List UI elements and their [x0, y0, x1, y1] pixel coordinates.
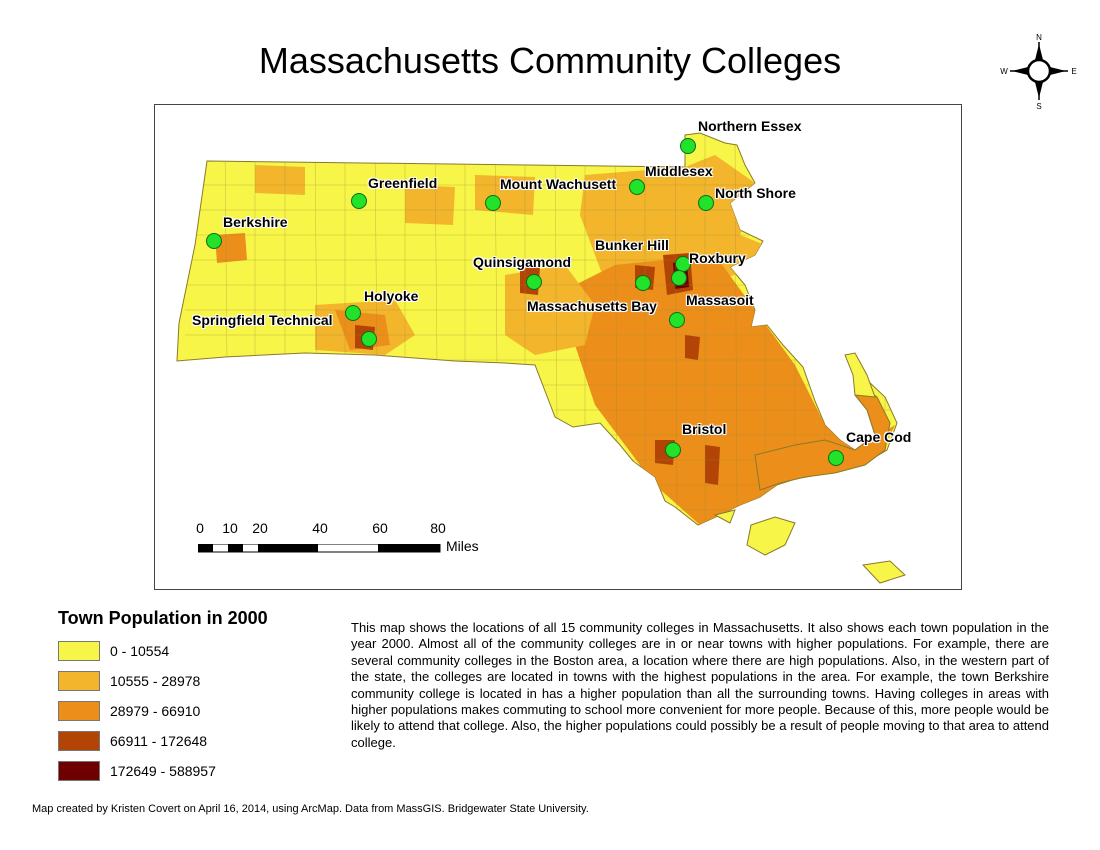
legend-label: 10555 - 28978: [110, 673, 201, 689]
college-label-quinsigamond: Quinsigamond: [473, 254, 571, 270]
college-marker-mount-wachusett[interactable]: [485, 195, 501, 211]
college-marker-berkshire[interactable]: [206, 233, 222, 249]
college-label-middlesex: Middlesex: [645, 163, 713, 179]
college-label-cape-cod: Cape Cod: [846, 429, 912, 445]
scale-tick-60: 60: [372, 520, 388, 536]
scale-unit: Miles: [446, 538, 479, 554]
college-marker-middlesex[interactable]: [629, 179, 645, 195]
legend-item: 10555 - 28978: [58, 669, 338, 699]
legend-swatch: [58, 641, 100, 661]
college-marker-north-shore[interactable]: [698, 195, 714, 211]
legend-item: 28979 - 66910: [58, 699, 338, 729]
legend-item: 172649 - 588957: [58, 759, 338, 789]
college-marker-quinsigamond[interactable]: [526, 274, 542, 290]
legend-title: Town Population in 2000: [58, 608, 268, 628]
scale-bar-graphic: [198, 544, 441, 553]
scale-tick-20: 20: [252, 520, 268, 536]
college-label-springfield-technical: Springfield Technical: [192, 312, 333, 328]
college-label-northern-essex: Northern Essex: [698, 118, 802, 134]
state-map: [176, 132, 906, 584]
west-label: W: [1000, 67, 1008, 76]
scale-tick-10: 10: [222, 520, 238, 536]
college-marker-roxbury[interactable]: [671, 270, 687, 286]
college-label-holyoke: Holyoke: [364, 288, 419, 304]
college-label-massachusetts-bay: Massachusetts Bay: [527, 298, 657, 314]
compass-rose-icon: N S E W: [1000, 32, 1078, 111]
east-label: E: [1071, 67, 1076, 76]
college-label-roxbury: Roxbury: [689, 250, 746, 266]
scale-tick-0: 0: [196, 520, 204, 536]
college-marker-greenfield[interactable]: [351, 193, 367, 209]
college-marker-springfield-technical[interactable]: [361, 331, 377, 347]
scale-bar: 0 10 20 40 60 80 Miles: [190, 520, 490, 560]
map-title: Massachusetts Community Colleges: [258, 40, 842, 81]
college-marker-massachusetts-bay[interactable]: [635, 275, 651, 291]
scale-tick-80: 80: [430, 520, 446, 536]
legend-label: 172649 - 588957: [110, 763, 216, 779]
north-label: N: [1036, 33, 1042, 42]
legend: Town Population in 2000 0 - 10554 10555 …: [58, 608, 338, 789]
legend-item: 66911 - 172648: [58, 729, 338, 759]
college-label-massasoit: Massasoit: [686, 292, 754, 308]
legend-label: 28979 - 66910: [110, 703, 201, 719]
legend-item: 0 - 10554: [58, 639, 338, 669]
college-label-greenfield: Greenfield: [368, 175, 438, 191]
legend-label: 0 - 10554: [110, 643, 170, 659]
legend-label: 66911 - 172648: [110, 733, 208, 749]
legend-swatch: [58, 731, 100, 751]
college-label-mount-wachusett: Mount Wachusett: [500, 176, 617, 192]
college-marker-holyoke[interactable]: [345, 305, 361, 321]
college-label-berkshire: Berkshire: [223, 214, 288, 230]
legend-swatch: [58, 671, 100, 691]
college-marker-cape-cod[interactable]: [828, 450, 844, 466]
college-marker-bristol[interactable]: [665, 442, 681, 458]
legend-swatch: [58, 761, 100, 781]
map-frame[interactable]: Northern Essex Middlesex Mount Wachusett…: [154, 104, 962, 590]
college-label-bristol: Bristol: [682, 421, 727, 437]
south-label: S: [1036, 102, 1041, 110]
scale-tick-40: 40: [312, 520, 328, 536]
college-marker-massasoit[interactable]: [669, 312, 685, 328]
college-label-north-shore: North Shore: [715, 185, 796, 201]
map-description: This map shows the locations of all 15 c…: [351, 620, 1049, 750]
legend-swatch: [58, 701, 100, 721]
map-credit: Map created by Kristen Covert on April 1…: [32, 803, 589, 815]
college-label-bunker-hill: Bunker Hill: [595, 237, 669, 253]
college-marker-northern-essex[interactable]: [680, 138, 696, 154]
